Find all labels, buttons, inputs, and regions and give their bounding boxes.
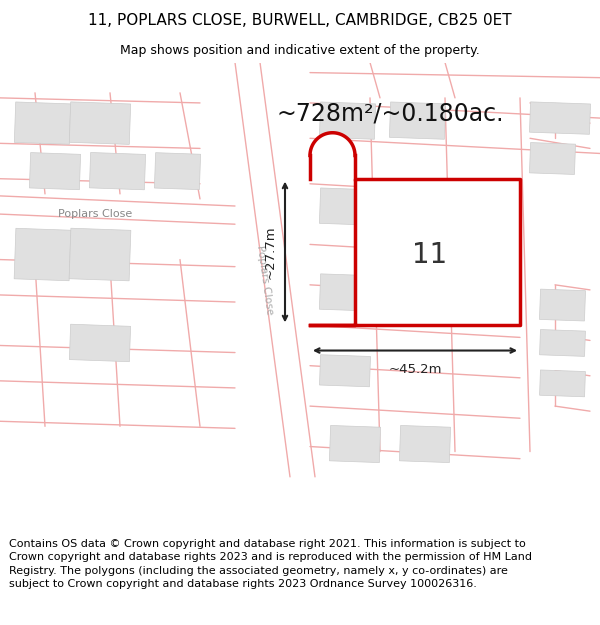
Text: ~45.2m: ~45.2m (388, 362, 442, 376)
Bar (539, 370, 586, 397)
Bar (389, 102, 446, 139)
Bar (319, 355, 371, 387)
Bar (539, 329, 586, 356)
Bar (389, 188, 440, 225)
Bar (529, 142, 575, 174)
Text: 11, POPLARS CLOSE, BURWELL, CAMBRIDGE, CB25 0ET: 11, POPLARS CLOSE, BURWELL, CAMBRIDGE, C… (88, 13, 512, 28)
Bar (29, 152, 80, 190)
Text: ~27.7m: ~27.7m (264, 225, 277, 279)
Text: Map shows position and indicative extent of the property.: Map shows position and indicative extent… (120, 44, 480, 57)
Bar (389, 274, 440, 311)
Bar (400, 426, 451, 462)
Bar (539, 289, 586, 321)
Bar (70, 102, 131, 144)
Bar (319, 274, 371, 311)
Text: Poplars Close: Poplars Close (255, 244, 275, 315)
Polygon shape (310, 132, 355, 179)
Bar (14, 102, 71, 144)
Text: ~728m²/~0.180ac.: ~728m²/~0.180ac. (276, 101, 504, 125)
Bar (529, 102, 590, 134)
Text: Contains OS data © Crown copyright and database right 2021. This information is : Contains OS data © Crown copyright and d… (9, 539, 532, 589)
Bar (154, 152, 200, 189)
Polygon shape (310, 179, 520, 325)
Bar (70, 324, 131, 362)
Bar (329, 426, 380, 462)
Text: 11: 11 (412, 241, 448, 269)
Bar (319, 102, 376, 139)
Text: Poplars Close: Poplars Close (58, 209, 132, 219)
Bar (319, 188, 371, 225)
Bar (89, 152, 146, 190)
Bar (69, 228, 131, 281)
Bar (14, 228, 71, 281)
